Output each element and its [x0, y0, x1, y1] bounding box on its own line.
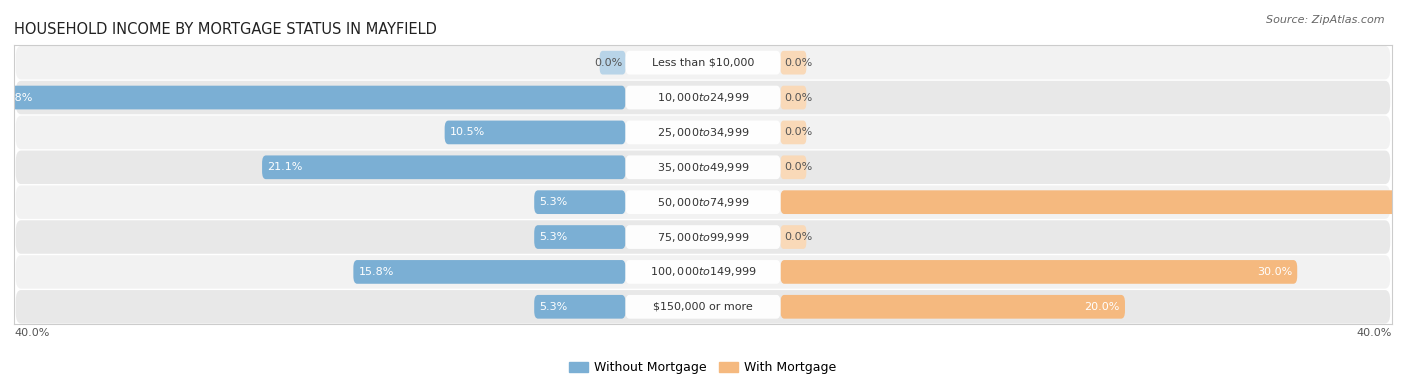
- Text: $10,000 to $24,999: $10,000 to $24,999: [657, 91, 749, 104]
- Text: $100,000 to $149,999: $100,000 to $149,999: [650, 265, 756, 278]
- Text: 5.3%: 5.3%: [540, 197, 568, 207]
- Text: 0.0%: 0.0%: [785, 92, 813, 103]
- Text: 0.0%: 0.0%: [593, 58, 621, 68]
- Text: 20.0%: 20.0%: [1084, 302, 1119, 312]
- FancyBboxPatch shape: [780, 121, 807, 144]
- FancyBboxPatch shape: [15, 46, 1391, 80]
- Text: $150,000 or more: $150,000 or more: [654, 302, 752, 312]
- FancyBboxPatch shape: [534, 295, 626, 319]
- Text: 5.3%: 5.3%: [540, 232, 568, 242]
- Text: 40.0%: 40.0%: [1357, 328, 1392, 339]
- FancyBboxPatch shape: [780, 51, 807, 75]
- FancyBboxPatch shape: [626, 190, 780, 214]
- FancyBboxPatch shape: [353, 260, 626, 284]
- Text: 36.8%: 36.8%: [0, 92, 32, 103]
- Text: HOUSEHOLD INCOME BY MORTGAGE STATUS IN MAYFIELD: HOUSEHOLD INCOME BY MORTGAGE STATUS IN M…: [14, 22, 437, 37]
- FancyBboxPatch shape: [780, 260, 1298, 284]
- Text: 5.3%: 5.3%: [540, 302, 568, 312]
- FancyBboxPatch shape: [780, 86, 807, 109]
- FancyBboxPatch shape: [15, 150, 1391, 184]
- FancyBboxPatch shape: [599, 51, 626, 75]
- FancyBboxPatch shape: [444, 121, 626, 144]
- FancyBboxPatch shape: [15, 81, 1391, 114]
- FancyBboxPatch shape: [626, 51, 780, 75]
- Text: 0.0%: 0.0%: [785, 58, 813, 68]
- Text: 0.0%: 0.0%: [785, 127, 813, 138]
- Text: $50,000 to $74,999: $50,000 to $74,999: [657, 196, 749, 208]
- FancyBboxPatch shape: [15, 185, 1391, 219]
- FancyBboxPatch shape: [626, 225, 780, 249]
- FancyBboxPatch shape: [780, 295, 1125, 319]
- FancyBboxPatch shape: [15, 290, 1391, 323]
- FancyBboxPatch shape: [626, 121, 780, 144]
- Text: $75,000 to $99,999: $75,000 to $99,999: [657, 231, 749, 244]
- Text: 40.0%: 40.0%: [14, 328, 49, 339]
- FancyBboxPatch shape: [780, 190, 1406, 214]
- Text: 30.0%: 30.0%: [1257, 267, 1292, 277]
- Text: 10.5%: 10.5%: [450, 127, 485, 138]
- FancyBboxPatch shape: [626, 295, 780, 319]
- FancyBboxPatch shape: [15, 220, 1391, 254]
- Text: 21.1%: 21.1%: [267, 162, 302, 172]
- FancyBboxPatch shape: [626, 86, 780, 109]
- FancyBboxPatch shape: [780, 155, 807, 179]
- FancyBboxPatch shape: [534, 190, 626, 214]
- FancyBboxPatch shape: [780, 225, 807, 249]
- Text: 0.0%: 0.0%: [785, 162, 813, 172]
- Text: Less than $10,000: Less than $10,000: [652, 58, 754, 68]
- FancyBboxPatch shape: [626, 260, 780, 284]
- FancyBboxPatch shape: [0, 86, 626, 109]
- Text: 0.0%: 0.0%: [785, 232, 813, 242]
- Text: $35,000 to $49,999: $35,000 to $49,999: [657, 161, 749, 174]
- FancyBboxPatch shape: [15, 255, 1391, 289]
- FancyBboxPatch shape: [15, 116, 1391, 149]
- FancyBboxPatch shape: [626, 155, 780, 179]
- Text: 15.8%: 15.8%: [359, 267, 394, 277]
- FancyBboxPatch shape: [262, 155, 626, 179]
- Text: $25,000 to $34,999: $25,000 to $34,999: [657, 126, 749, 139]
- Text: Source: ZipAtlas.com: Source: ZipAtlas.com: [1267, 15, 1385, 25]
- FancyBboxPatch shape: [534, 225, 626, 249]
- Legend: Without Mortgage, With Mortgage: Without Mortgage, With Mortgage: [564, 356, 842, 377]
